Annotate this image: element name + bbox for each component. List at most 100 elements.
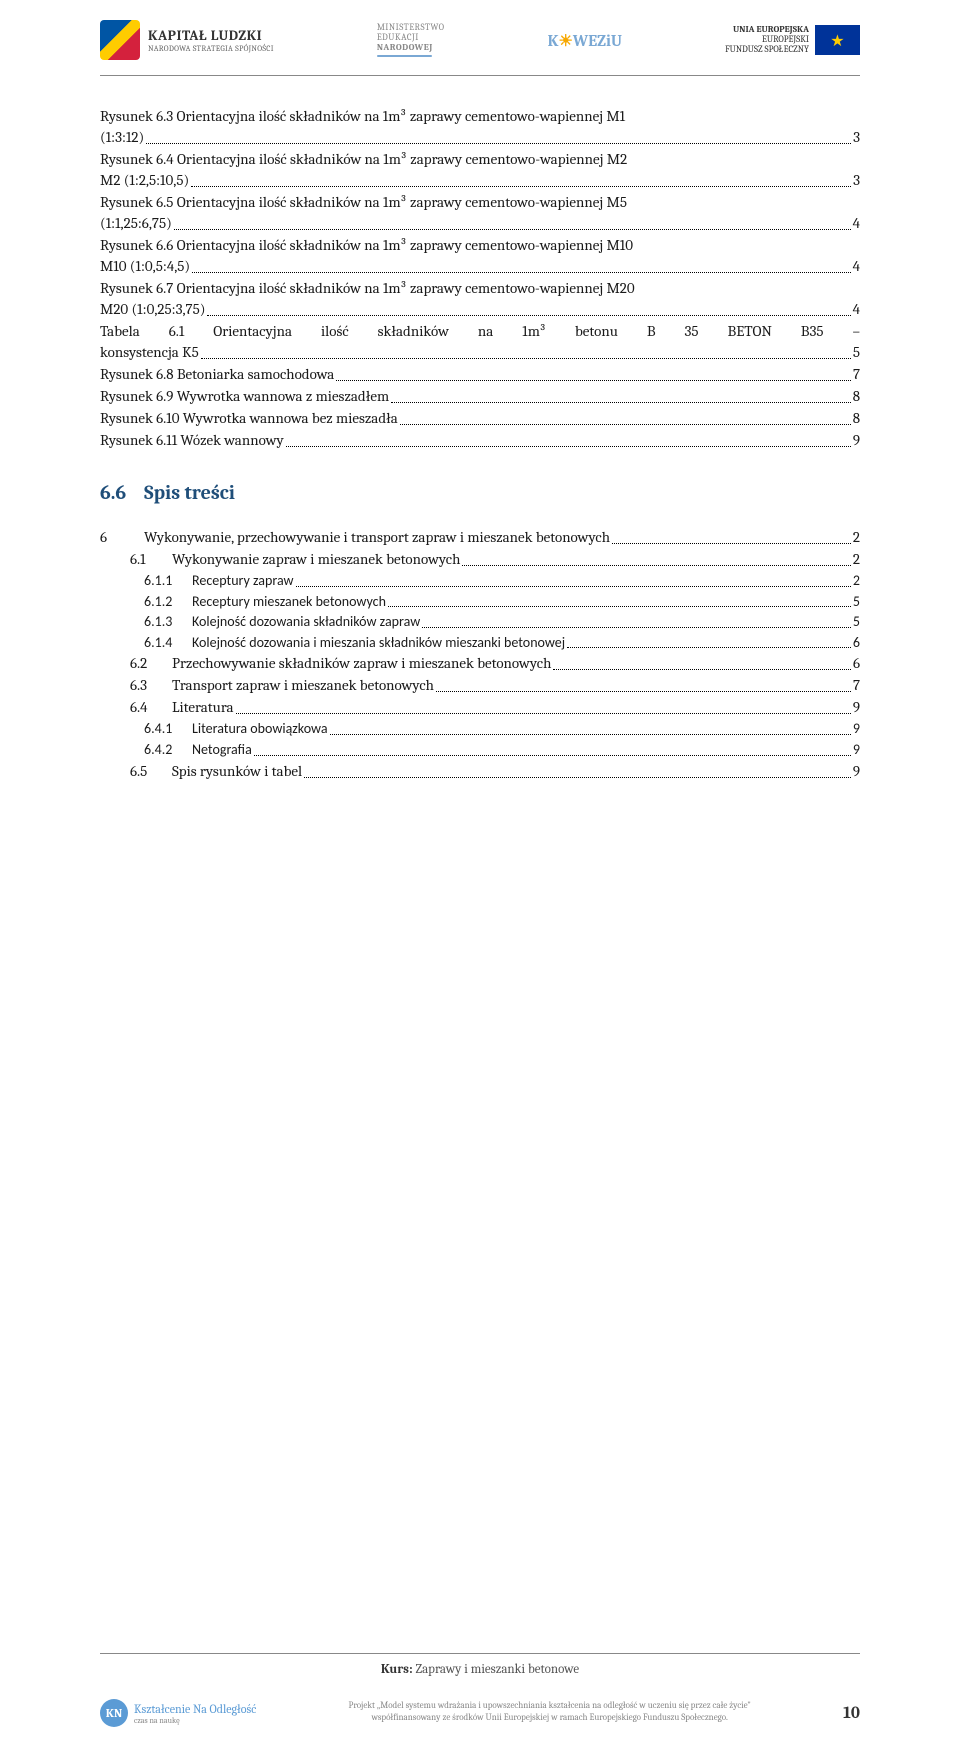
- toc-entry: 6.2Przechowywanie składników zapraw i mi…: [100, 653, 860, 674]
- ministry-l1: MINISTERSTWO: [377, 23, 445, 33]
- kurs-label: Kurs:: [381, 1662, 413, 1677]
- toc-page: 6: [853, 633, 860, 653]
- toc-page: 6: [853, 653, 860, 674]
- figure-entry: Rysunek 6.11 Wózek wannowy 9: [100, 430, 860, 451]
- figure-label-line1: Rysunek 6.5 Orientacyjna ilość składnikó…: [100, 192, 860, 213]
- toc-page: 2: [853, 571, 860, 591]
- toc-entry: 6.4Literatura9: [100, 697, 860, 718]
- toc-title: Przechowywanie składników zapraw i miesz…: [172, 654, 551, 672]
- figure-page: 4: [853, 213, 860, 234]
- leader-dots: [304, 777, 851, 778]
- toc-title: Netografia: [192, 741, 252, 758]
- leader-dots: [388, 606, 851, 607]
- section-num: 6.6: [100, 481, 126, 504]
- figure-label-line2: M10 (1:0,5:4,5): [100, 256, 190, 277]
- project-l1: Projekt „Model systemu wdrażania i upows…: [276, 1701, 823, 1713]
- toc-num: 6.1.4: [144, 633, 192, 653]
- logo-eu: UNIA EUROPEJSKA EUROPEJSKI FUNDUSZ SPOŁE…: [725, 25, 860, 55]
- toc-entry: 6Wykonywanie, przechowywanie i transport…: [100, 527, 860, 548]
- leader-dots: [400, 424, 851, 425]
- figure-label-line1: Rysunek 6.6 Orientacyjna ilość składnikó…: [100, 235, 860, 256]
- toc-title: Wykonywanie zapraw i mieszanek betonowyc…: [172, 550, 460, 568]
- leader-dots: [192, 272, 850, 273]
- toc-num: 6.1: [130, 549, 172, 570]
- leader-dots: [567, 647, 851, 648]
- section-title: Spis treści: [144, 481, 235, 504]
- eu-l2: EUROPEJSKI: [725, 35, 809, 45]
- leader-dots: [174, 229, 851, 230]
- toc-title: Receptury mieszanek betonowych: [192, 593, 386, 610]
- figure-page: 8: [853, 386, 860, 407]
- figure-label-line1: Rysunek 6.7 Orientacyjna ilość składnikó…: [100, 278, 860, 299]
- project-l2: współfinansowany ze środków Unii Europej…: [276, 1713, 823, 1725]
- page-header: KAPITAŁ LUDZKI NARODOWA STRATEGIA SPÓJNO…: [100, 0, 860, 76]
- toc-num: 6.2: [130, 653, 172, 674]
- toc-title: Wykonywanie, przechowywanie i transport …: [144, 528, 610, 546]
- figure-label-line2: konsystencja K5: [100, 342, 199, 363]
- figure-entry: Rysunek 6.6 Orientacyjna ilość składnikó…: [100, 235, 860, 277]
- toc-page: 9: [853, 740, 860, 760]
- figure-label-line2: M2 (1:2,5:10,5): [100, 170, 189, 191]
- figure-label-line1: Rysunek 6.3 Orientacyjna ilość składnikó…: [100, 106, 860, 127]
- toc-page: 2: [853, 549, 860, 570]
- leader-dots: [201, 358, 851, 359]
- eu-flag-icon: ★: [815, 25, 860, 55]
- toc-entry: 6.1.2Receptury mieszanek betonowych5: [100, 592, 860, 612]
- toc-title: Literatura: [172, 698, 234, 716]
- leader-dots: [286, 446, 851, 447]
- section-heading: 6.6 Spis treści: [100, 479, 860, 507]
- figure-label: Rysunek 6.10 Wywrotka wannowa bez miesza…: [100, 408, 398, 429]
- figure-page: 3: [853, 127, 860, 148]
- ministry-l3: NARODOWEJ: [377, 43, 445, 53]
- figure-label: Rysunek 6.9 Wywrotka wannowa z mieszadłe…: [100, 386, 389, 407]
- figure-page: 5: [853, 342, 860, 363]
- figure-label-line1: Rysunek 6.4 Orientacyjna ilość składnikó…: [100, 149, 860, 170]
- toc-entry: 6.3Transport zapraw i mieszanek betonowy…: [100, 675, 860, 696]
- leader-dots: [296, 586, 851, 587]
- leader-dots: [462, 565, 850, 566]
- leader-dots: [612, 543, 851, 544]
- figure-entry: Rysunek 6.5 Orientacyjna ilość składnikó…: [100, 192, 860, 234]
- figure-page: 4: [853, 256, 860, 277]
- toc-num: 6.1.3: [144, 612, 192, 632]
- toc-title: Transport zapraw i mieszanek betonowych: [172, 676, 434, 694]
- figure-entry: Rysunek 6.3 Orientacyjna ilość składnikó…: [100, 106, 860, 148]
- figure-entry: Tabela 6.1 Orientacyjna ilość składników…: [100, 321, 860, 363]
- toc-num: 6.1.1: [144, 571, 192, 591]
- logo-kapital-ludzki: KAPITAŁ LUDZKI NARODOWA STRATEGIA SPÓJNO…: [100, 20, 274, 60]
- eu-l1: UNIA EUROPEJSKA: [725, 25, 809, 35]
- toc-num: 6: [100, 527, 144, 548]
- leader-dots: [330, 734, 851, 735]
- leader-dots: [207, 315, 850, 316]
- toc-title: Literatura obowiązkowa: [192, 720, 328, 737]
- toc-title: Spis rysunków i tabel: [172, 762, 302, 780]
- toc-page: 9: [853, 697, 860, 718]
- leader-dots: [236, 713, 851, 714]
- toc-page: 5: [853, 592, 860, 612]
- toc-page: 9: [853, 761, 860, 782]
- toc-entry: 6.4.2Netografia9: [100, 740, 860, 760]
- kno-l1: Kształcenie Na Odległość: [134, 1702, 256, 1716]
- figure-page: 9: [853, 430, 860, 451]
- figure-entry: Rysunek 6.9 Wywrotka wannowa z mieszadłe…: [100, 386, 860, 407]
- toc-page: 9: [853, 719, 860, 739]
- logo-ministry: MINISTERSTWO EDUKACJI NARODOWEJ: [377, 23, 445, 57]
- figure-label: Rysunek 6.11 Wózek wannowy: [100, 430, 284, 451]
- leader-dots: [436, 691, 851, 692]
- kurs-title: Zaprawy i mieszanki betonowe: [415, 1662, 579, 1677]
- toc-entry: 6.1.3Kolejność dozowania składników zapr…: [100, 612, 860, 632]
- toc-num: 6.4.1: [144, 719, 192, 739]
- page-number: 10: [843, 1704, 860, 1723]
- footer-project-text: Projekt „Model systemu wdrażania i upows…: [256, 1701, 843, 1724]
- footer-logo-kno: KN Kształcenie Na Odległość czas na nauk…: [100, 1699, 256, 1727]
- ministry-l2: EDUKACJI: [377, 33, 445, 43]
- figure-label-line2: (1:3:12): [100, 127, 144, 148]
- toc-entry: 6.1Wykonywanie zapraw i mieszanek betono…: [100, 549, 860, 570]
- ministry-bar-icon: [377, 55, 432, 57]
- figure-page: 8: [853, 408, 860, 429]
- toc-num: 6.3: [130, 675, 172, 696]
- page-content: Rysunek 6.3 Orientacyjna ilość składnikó…: [0, 76, 960, 782]
- list-of-figures: Rysunek 6.3 Orientacyjna ilość składnikó…: [100, 106, 860, 451]
- course-line: Kurs: Zaprawy i mieszanki betonowe: [0, 1662, 960, 1677]
- figure-entry: Rysunek 6.4 Orientacyjna ilość składnikó…: [100, 149, 860, 191]
